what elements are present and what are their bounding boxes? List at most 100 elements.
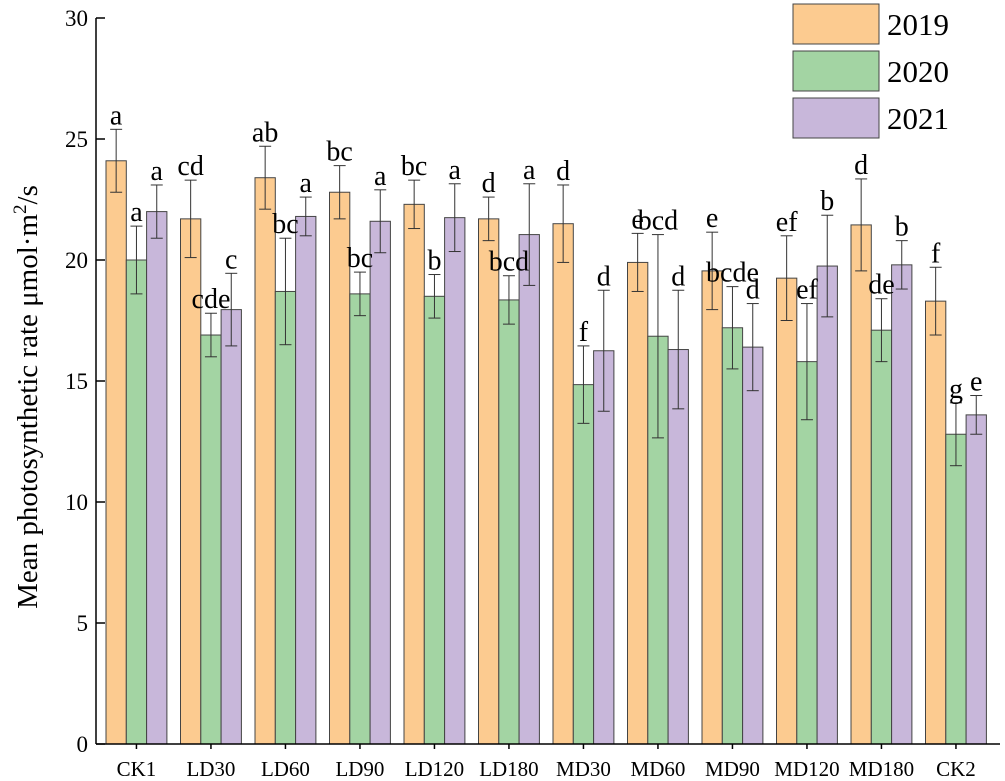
significance-letter: d [671, 261, 685, 292]
legend-label-2020: 2020 [887, 54, 949, 89]
bar-2019-MD60 [627, 261, 649, 745]
x-tick-label-LD120: LD120 [405, 757, 465, 781]
bar-2020-LD180 [498, 299, 520, 745]
y-ticks-layer: 0 5 10 15 20 25 30 [65, 6, 105, 757]
y-axis-label-tail: /s [12, 185, 44, 204]
significance-letter: cde [192, 284, 231, 315]
legend-swatch-2020 [792, 50, 880, 92]
bar-2019-LD90 [329, 191, 351, 745]
x-tick-label-MD60: MD60 [631, 757, 686, 781]
bar-2020-LD30 [200, 334, 222, 745]
x-tick-label-LD180: LD180 [479, 757, 539, 781]
bar-2019-MD90 [701, 270, 723, 745]
significance-letter: d [854, 150, 868, 181]
legend: 2019 2020 2021 [792, 3, 949, 139]
significance-letter: cd [177, 151, 203, 182]
bar-2019-LD180 [478, 218, 500, 745]
x-tick-label-LD30: LD30 [186, 757, 235, 781]
bar-2020-CK1 [125, 259, 148, 745]
bar-2020-LD120 [423, 295, 446, 745]
y-tick-label: 25 [65, 127, 88, 152]
significance-letter: d [597, 261, 611, 292]
significance-letter: d [556, 156, 570, 187]
y-axis-label-main: Mean photosynthetic rate μmol·m [12, 214, 44, 609]
significance-letter: e [631, 204, 643, 235]
x-tick-label-LD60: LD60 [261, 757, 310, 781]
bar-2021-MD120 [816, 265, 838, 745]
significance-letter: bc [401, 151, 427, 182]
y-axis-label-sup: 2 [10, 204, 31, 214]
bar-2020-MD180 [870, 329, 893, 745]
significance-letter: bc [347, 243, 373, 274]
error-bars-layer [110, 128, 983, 467]
significance-letter: c [225, 244, 237, 275]
bar-2019-MD30 [552, 223, 574, 745]
y-tick-label: 10 [65, 490, 88, 515]
y-tick-label: 15 [65, 369, 88, 394]
bar-2020-MD90 [721, 327, 744, 745]
x-tick-label-CK2: CK2 [936, 757, 976, 781]
bar-2021-LD60 [295, 215, 317, 745]
significance-letter: b [895, 212, 909, 243]
bar-2021-LD90 [369, 220, 391, 745]
x-tick-label-MD90: MD90 [705, 757, 760, 781]
x-tick-label-CK1: CK1 [117, 757, 157, 781]
bar-2021-LD120 [444, 217, 466, 745]
significance-letter: d [746, 275, 760, 306]
bar-2019-LD60 [254, 177, 276, 745]
y-tick-label: 20 [65, 248, 88, 273]
bar-2020-CK2 [945, 433, 967, 745]
significance-letter: f [579, 317, 589, 348]
y-tick-label: 5 [77, 611, 89, 636]
y-axis-label: Mean photosynthetic rate μmol·m2/s [10, 185, 44, 609]
significance-letter: bc [326, 137, 352, 168]
significance-letter: b [820, 186, 834, 217]
legend-label-2021: 2021 [887, 101, 949, 136]
bar-2021-LD180 [518, 234, 540, 745]
significance-letter: a [523, 155, 536, 186]
bar-2021-CK2 [965, 414, 987, 745]
significance-letter: de [868, 270, 894, 301]
significance-letter: a [449, 155, 462, 186]
bar-2019-LD120 [403, 203, 425, 745]
significance-letter: ef [776, 207, 798, 238]
significance-letter: ab [252, 117, 278, 148]
significance-letter: bcde [706, 258, 759, 289]
significance-letter: f [931, 238, 941, 269]
significance-letter: a [151, 156, 164, 187]
legend-swatch-2019 [792, 3, 880, 45]
x-tick-label-MD180: MD180 [849, 757, 914, 781]
bar-2020-LD60 [274, 290, 297, 745]
bar-2019-MD120 [776, 277, 798, 745]
x-tick-label-MD30: MD30 [556, 757, 611, 781]
significance-letter: bcd [638, 206, 678, 237]
significance-letter: ef [796, 275, 818, 306]
x-tick-label-LD90: LD90 [335, 757, 384, 781]
y-tick-label: 30 [65, 6, 88, 31]
significance-letter: a [300, 168, 313, 199]
bar-2020-LD90 [349, 293, 371, 745]
legend-swatch-2021 [792, 97, 880, 139]
significance-letter: bc [272, 209, 298, 240]
x-tick-label-MD120: MD120 [774, 757, 839, 781]
bar-2021-MD90 [742, 346, 764, 745]
bar-2020-MD30 [572, 384, 595, 745]
bar-2019-MD180 [850, 224, 872, 745]
significance-letter: a [110, 100, 123, 131]
bar-2021-MD180 [891, 264, 913, 745]
bar-2021-LD30 [220, 309, 242, 745]
significance-letter: d [482, 168, 496, 199]
y-tick-label: 0 [77, 732, 89, 757]
bars-layer [105, 160, 987, 745]
bar-2019-CK1 [105, 160, 127, 745]
significance-letter: a [130, 197, 143, 228]
legend-label-2019: 2019 [887, 7, 949, 42]
significance-letter: b [427, 246, 441, 277]
bar-2021-CK1 [146, 211, 168, 745]
x-ticks-layer: CK1 LD30 LD60 LD90 LD120 LD180 MD30 MD60 MD90 MD1… [117, 744, 976, 781]
significance-letter: g [949, 374, 963, 405]
bar-2019-CK2 [925, 300, 947, 745]
